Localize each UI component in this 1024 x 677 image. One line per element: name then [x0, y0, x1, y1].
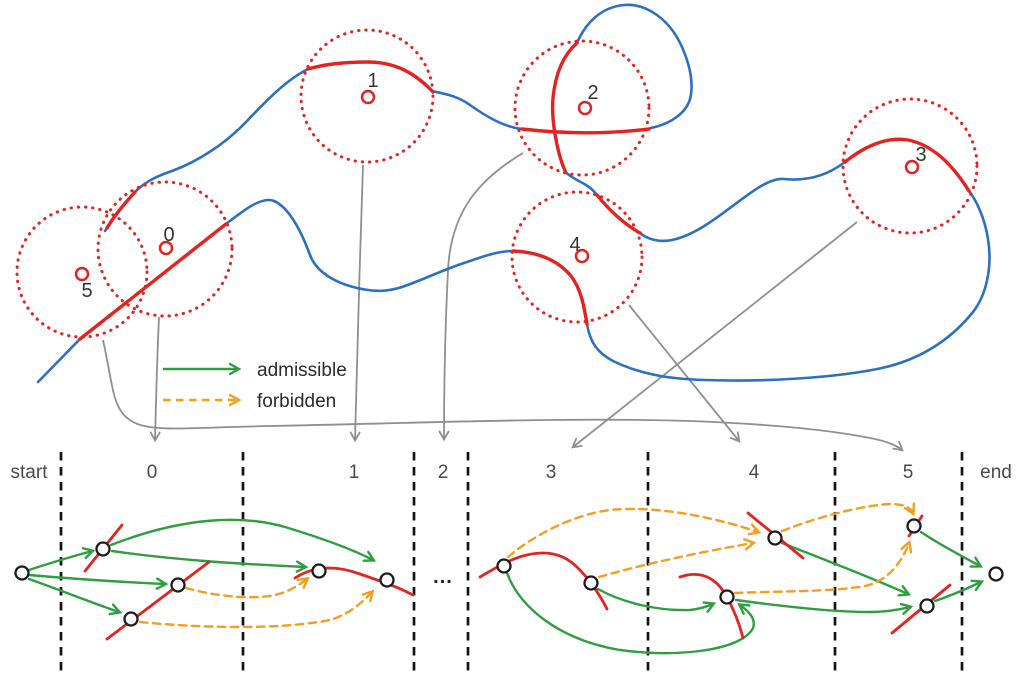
connector-waypoint-4: [628, 304, 741, 443]
edge-0b-1a: [184, 576, 310, 599]
waypoint-label-0: 0: [163, 224, 174, 246]
node-mark-4b: [678, 572, 745, 640]
graph-edges-forbidden: [138, 502, 916, 629]
node-end: [988, 566, 1004, 582]
tangent-segment-2-vertical: [550, 41, 579, 173]
edge-0c-1b: [138, 589, 375, 629]
waypoint-label-3: 3: [915, 144, 926, 166]
node-0b: [170, 577, 186, 593]
waypoint-circle-5: [15, 205, 149, 339]
edge-5a-end: [919, 530, 984, 568]
edge-4b-5b: [734, 598, 914, 615]
waypoint-marker-3: [904, 159, 920, 175]
column-label-4: 4: [749, 462, 760, 483]
node-3a: [496, 558, 512, 574]
tangent-segment-4: [511, 249, 589, 326]
node-0a: [95, 541, 111, 557]
edge-3b-4a: [597, 538, 757, 579]
tangent-segments: [78, 41, 971, 341]
node-5b: [919, 598, 935, 614]
edge-4a-5b: [780, 541, 912, 597]
column-dividers: [59, 452, 964, 674]
waypoint-label-2: 2: [587, 82, 598, 104]
edge-4a-5a: [780, 502, 916, 533]
tangent-segment-2-horizontal: [520, 127, 651, 135]
node-1a: [311, 563, 327, 579]
waypoint-marker-2: [577, 100, 593, 116]
connector-waypoint-2: [438, 152, 524, 442]
node-4b: [719, 589, 735, 605]
edge-4b-5a: [733, 539, 913, 595]
waypoint-label-1: 1: [367, 70, 378, 92]
node-3b: [583, 575, 599, 591]
column-2-ellipsis: ...: [433, 566, 453, 588]
waypoint-circle-0: [96, 180, 234, 318]
connector-waypoint-3: [571, 221, 858, 449]
column-label-2: 2: [438, 462, 449, 483]
node-0c: [123, 611, 139, 627]
column-label-1: 1: [349, 462, 360, 483]
waypoint-label-5: 5: [81, 280, 92, 302]
edge-start-0c: [27, 577, 123, 616]
waypoint-circle-4: [510, 190, 644, 324]
column-label-0: 0: [147, 462, 158, 483]
edge-3a-4b: [505, 571, 755, 655]
waypoint-label-4: 4: [569, 234, 580, 256]
waypoint-circle-2: [513, 39, 651, 177]
waypoint-marker-5: [74, 266, 90, 282]
column-labels: start 0 1 2 3 4 5 end: [11, 462, 1012, 483]
waypoint-circles: [15, 28, 979, 339]
node-mark-0b-0c: [105, 560, 211, 641]
legend-forbidden-label: forbidden: [257, 391, 336, 412]
connector-waypoint-1: [349, 164, 364, 443]
tangent-segment-4-clip: [595, 193, 642, 235]
edge-5b-end: [933, 579, 985, 603]
graph-nodes: [14, 518, 1004, 627]
legend: admissible forbidden: [163, 360, 347, 412]
column-label-5: 5: [903, 462, 914, 483]
waypoint-markers: 0 1 2 3 4 5: [74, 70, 927, 302]
node-5a: [906, 518, 922, 534]
tangent-segment-end: [105, 190, 137, 230]
node-4a: [767, 530, 783, 546]
edge-0a-1a: [110, 549, 309, 573]
tangent-segment-1: [306, 60, 434, 93]
tangent-segment-5-0: [78, 222, 228, 341]
edge-start-0a: [27, 547, 96, 572]
node-1b: [379, 572, 395, 588]
waypoint-marker-1: [360, 89, 376, 105]
edge-3a-4a: [506, 507, 762, 559]
column-label-start: start: [11, 462, 49, 483]
waypoint-marker-0: [158, 240, 174, 256]
legend-admissible-label: admissible: [257, 360, 347, 381]
connector-waypoint-5: [102, 339, 904, 452]
edge-3b-4b: [596, 587, 717, 613]
waypoint-marker-4: [574, 248, 590, 264]
graph-node-tangent-marks: [83, 511, 952, 641]
waypoint-circle-3: [841, 97, 979, 235]
connector-waypoint-0: [149, 316, 161, 443]
edge-start-0b: [27, 573, 169, 590]
column-label-end: end: [980, 462, 1012, 483]
waypoint-circle-1: [299, 28, 435, 164]
trajectory-curve: [36, 3, 991, 384]
waypoint-column-connectors: [102, 152, 904, 452]
tangent-segment-3: [843, 137, 971, 193]
column-label-3: 3: [546, 462, 557, 483]
node-start: [14, 565, 30, 581]
edge-0a-1b: [109, 518, 377, 562]
